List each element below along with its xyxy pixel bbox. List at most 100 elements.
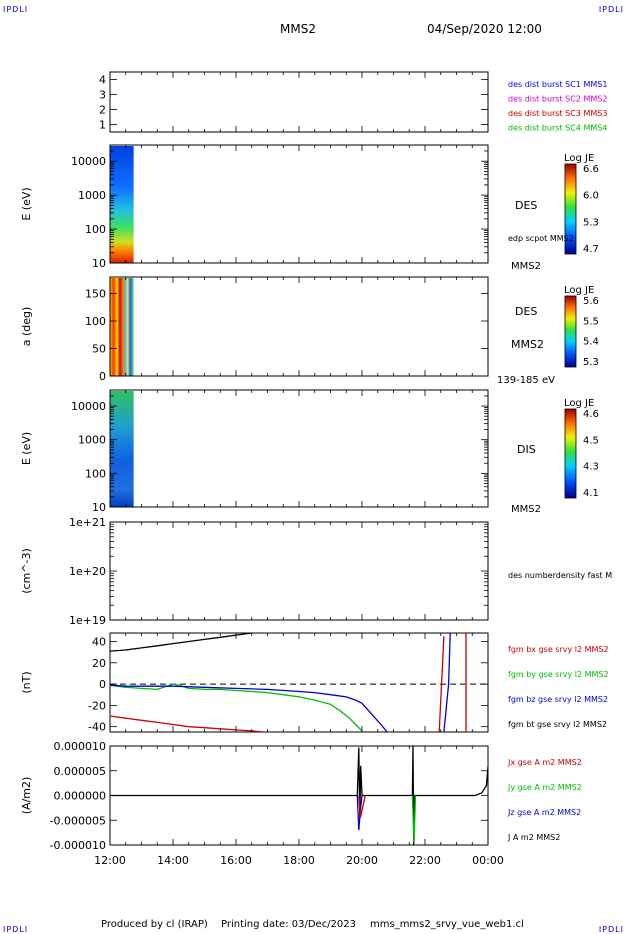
y-axis-label: (nT) xyxy=(20,671,33,693)
y-axis-label: E (eV) xyxy=(20,187,33,220)
series-line xyxy=(356,795,363,831)
x-tick-label: 14:00 xyxy=(157,854,189,867)
spacecraft-title: MMS2 xyxy=(280,22,316,36)
colorbar-title: Log JE xyxy=(564,398,594,409)
y-tick-label: 2 xyxy=(99,104,106,117)
y-axis-label: (A/m2) xyxy=(20,777,33,815)
legend-entry: des dist burst SC2 MMS2 xyxy=(508,95,607,104)
colorbar-tick-label: 5.3 xyxy=(583,217,599,228)
panel-frame xyxy=(109,389,489,508)
colorbar-tick-label: 6.0 xyxy=(583,191,599,202)
y-tick-label: 0 xyxy=(99,370,106,383)
y-tick-label: 0.000000 xyxy=(54,790,107,803)
y-tick-label: 0.000005 xyxy=(54,765,107,778)
legend-entry: des dist burst SC1 MMS1 xyxy=(508,80,607,89)
panel-current-density: -0.000010 -0.000005 0.000000 0.000005 0.0000… xyxy=(20,740,582,852)
legend-entry: des numberdensity fast M xyxy=(508,571,612,580)
plot-datetime: 04/Sep/2020 12:00 xyxy=(427,22,542,36)
y-tick-label: 10000 xyxy=(71,400,106,413)
y-tick-label: 1e+20 xyxy=(69,565,106,578)
multi-panel-chart: 1 2 3 4 des dist burst SC1 MMS1 des dist burs… xyxy=(20,71,612,867)
y-tick-label: -20 xyxy=(88,699,106,712)
panel-side-label: DES xyxy=(515,305,537,318)
legend-entry: des dist burst SC3 MMS3 xyxy=(508,109,607,118)
y-tick-label: 1e+21 xyxy=(69,516,106,529)
legend-entry: Jx gse A m2 MMS2 xyxy=(507,758,582,767)
y-tick-label: 1 xyxy=(99,119,106,132)
y-tick-label: 50 xyxy=(92,343,106,356)
colorbar-title: Log JE xyxy=(564,153,594,164)
series-line xyxy=(411,795,417,843)
corner-mark-top-left: IPDLI xyxy=(3,5,29,14)
series-line xyxy=(358,795,366,818)
footer-product-name: mms_mms2_srvy_vue_web1.cl xyxy=(370,919,524,930)
panel-density: 1e+19 1e+20 1e+21 (cm^-3) des numberdensity … xyxy=(20,516,612,627)
panel-frame xyxy=(109,71,489,133)
panel-dis-energy: Log JE4.6 4.5 4.3 4.1 DIS MMS2 10 100 1000 10000 E… xyxy=(20,389,599,515)
x-tick-label: 18:00 xyxy=(283,854,315,867)
panel-frame xyxy=(109,144,489,264)
legend-entry: fgm bt gse srvy l2 MMS2 xyxy=(508,720,607,729)
panel-des-pitch-angle: Log JE5.6 5.5 5.4 5.3 DES MMS2 139-185 eV 0 50 10… xyxy=(20,276,599,386)
panel-side-label: DES xyxy=(515,199,537,212)
corner-mark-bottom-left: IPDLI xyxy=(3,925,29,934)
heatmap-block xyxy=(110,391,134,507)
y-tick-label: -0.000010 xyxy=(50,839,106,852)
colorbar-title: Log JE xyxy=(564,285,594,296)
legend-entry: fgm by gse srvy l2 MMS2 xyxy=(508,670,609,679)
legend-entry: J A m2 MMS2 xyxy=(507,833,560,842)
y-tick-label: 1000 xyxy=(78,434,106,447)
y-tick-label: 1000 xyxy=(78,189,106,202)
y-tick-label: 10000 xyxy=(71,155,106,168)
y-axis-label: (cm^-3) xyxy=(20,548,33,594)
colorbar-tick-label: 5.3 xyxy=(583,357,599,368)
y-tick-label: 10 xyxy=(92,257,106,270)
y-tick-label: 4 xyxy=(99,74,106,87)
footer-produced-by: Produced by cl (IRAP) xyxy=(101,919,208,930)
y-tick-label: 150 xyxy=(85,288,106,301)
panel-frame xyxy=(109,632,489,733)
colorbar-tick-label: 6.6 xyxy=(583,164,599,175)
y-tick-label: 40 xyxy=(92,636,106,649)
legend-entry: fgm bx gse srvy l2 MMS2 xyxy=(508,645,609,654)
colorbar-tick-label: 5.4 xyxy=(583,337,599,348)
colorbar-tick-label: 4.5 xyxy=(583,435,599,446)
panel-frame xyxy=(109,276,489,377)
panel-side-label: edp scpot MMS2 xyxy=(508,234,574,243)
panel-des-energy: Log JE6.6 6.0 5.3 4.7 DES edp scpot MMS2 MMS2 1… xyxy=(20,144,599,272)
x-tick-label: 16:00 xyxy=(220,854,252,867)
series-line xyxy=(110,715,265,732)
heatmap-block xyxy=(110,146,134,263)
y-axis-label: E (eV) xyxy=(20,432,33,465)
panel-side-label: MMS2 xyxy=(511,261,541,272)
x-tick-label: 22:00 xyxy=(409,854,441,867)
panel-side-label: MMS2 xyxy=(511,338,544,351)
series-line xyxy=(438,636,445,732)
legend-entry: Jy gse A m2 MMS2 xyxy=(507,783,582,792)
footer-printing-date: Printing date: 03/Dec/2023 xyxy=(221,919,357,930)
y-tick-label: 0 xyxy=(99,678,106,691)
x-tick-label: 20:00 xyxy=(346,854,378,867)
colorbar xyxy=(564,408,577,499)
series-line xyxy=(110,746,488,845)
colorbar-tick-label: 4.6 xyxy=(583,409,599,420)
legend-entry: Jz gse A m2 MMS2 xyxy=(507,808,581,817)
y-tick-label: 100 xyxy=(85,223,106,236)
series-line xyxy=(110,633,258,652)
y-tick-label: 100 xyxy=(85,467,106,480)
series-line xyxy=(110,684,388,732)
y-tick-label: 0.000010 xyxy=(54,740,107,753)
colorbar-tick-label: 4.1 xyxy=(583,488,599,499)
y-tick-label: 10 xyxy=(92,501,106,514)
heatmap-block xyxy=(110,278,134,376)
panel-frame xyxy=(109,521,489,621)
panel-side-label: DIS xyxy=(517,443,536,456)
series-line xyxy=(443,633,451,732)
colorbar-tick-label: 4.7 xyxy=(583,244,599,255)
panel-side-label: MMS2 xyxy=(511,504,541,515)
corner-mark-top-right: IPDLI xyxy=(598,5,624,14)
y-axis-label: a (deg) xyxy=(20,307,33,347)
colorbar-tick-label: 4.3 xyxy=(583,462,599,473)
x-tick-label: 00:00 xyxy=(472,854,504,867)
y-tick-label: 20 xyxy=(92,657,106,670)
